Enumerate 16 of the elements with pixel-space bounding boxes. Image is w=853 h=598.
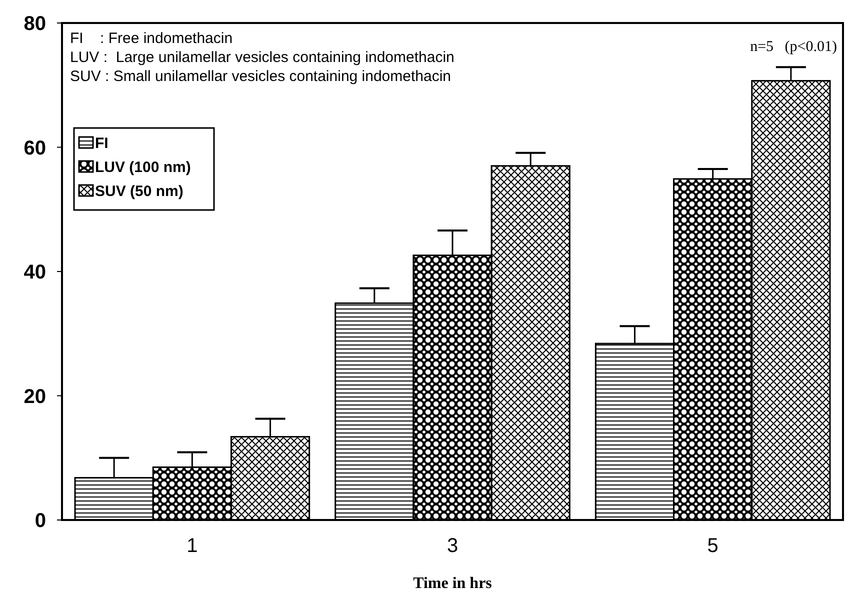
legend-label: SUV (50 nm)	[95, 183, 184, 200]
y-tick-label: 80	[24, 13, 46, 35]
x-tick-label: 1	[186, 535, 198, 557]
legend-label: LUV (100 nm)	[95, 159, 191, 176]
y-tick-label: 60	[24, 137, 46, 160]
annotation: FI : Free indomethacin	[70, 30, 233, 47]
annotation: n=5 (p<0.01)	[750, 39, 837, 55]
y-tick-label: 0	[34, 510, 46, 532]
x-tick-label: 3	[446, 535, 458, 557]
y-tick-label: 40	[24, 262, 46, 284]
legend-label: FI	[95, 135, 108, 152]
x-axis-title: Time in hrs	[413, 575, 492, 592]
annotation: LUV : Large unilamellar vesicles containing indomethacin	[70, 49, 454, 66]
annotation: SUV : Small unilamellar vesicles containing indomethacin	[70, 68, 452, 85]
x-tick-label: 5	[707, 535, 718, 557]
y-tick-label: 20	[24, 386, 46, 408]
